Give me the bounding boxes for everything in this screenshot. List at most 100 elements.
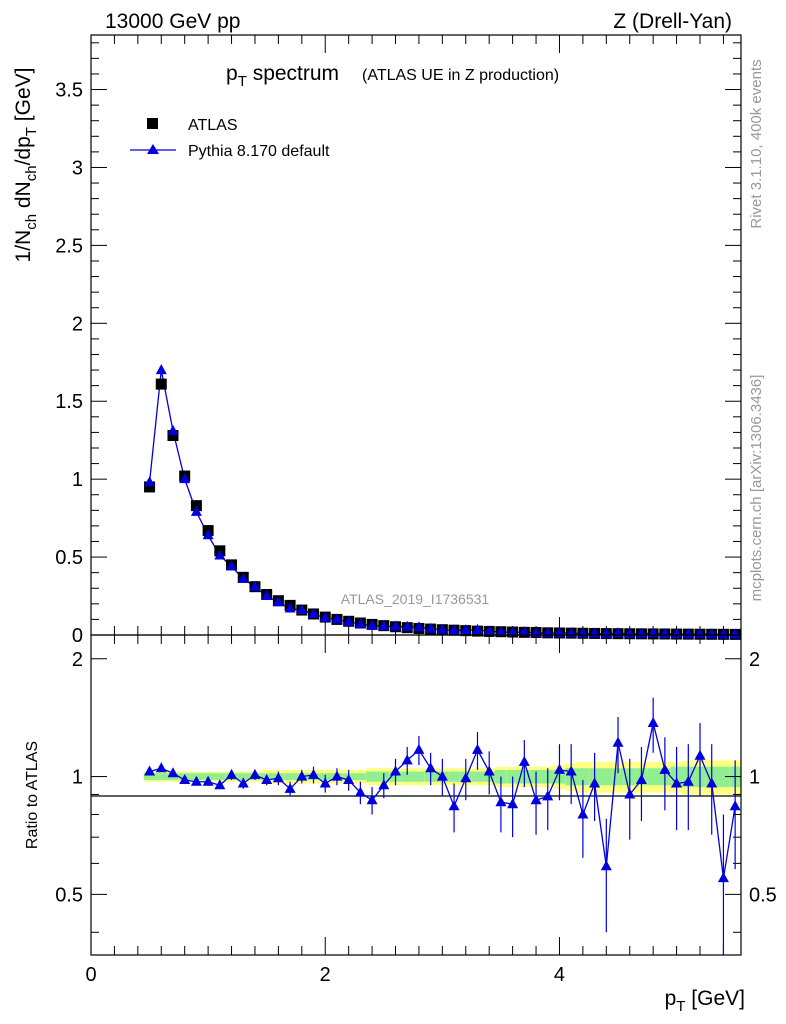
legend: ATLAS Pythia 8.170 default bbox=[130, 117, 330, 160]
ratio-point bbox=[694, 749, 706, 760]
ratio-point bbox=[717, 872, 729, 883]
chart-title: pT​ spectrum bbox=[226, 62, 339, 90]
pythia-point bbox=[460, 624, 472, 635]
ratio-point bbox=[413, 743, 425, 754]
ratio-ytick-label: 1 bbox=[72, 767, 83, 789]
pythia-point bbox=[436, 623, 448, 634]
ratio-point bbox=[671, 777, 683, 788]
ratio-band-inner bbox=[237, 773, 250, 780]
pythia-point bbox=[483, 625, 495, 636]
ratio-ytick-label-right: 0.5 bbox=[749, 884, 777, 906]
ratio-band-inner bbox=[143, 773, 156, 780]
ratio-point bbox=[144, 765, 156, 776]
pythia-point bbox=[202, 529, 214, 540]
main-ytick-label: 3.5 bbox=[55, 80, 83, 102]
analysis-watermark: ATLAS_2019_I1736531 bbox=[341, 591, 490, 607]
ratio-band-inner bbox=[155, 773, 168, 780]
pythia-point bbox=[553, 626, 565, 637]
ratio-point bbox=[448, 800, 460, 811]
pythia-point bbox=[495, 626, 507, 637]
ratio-point bbox=[706, 777, 718, 788]
ratio-point bbox=[155, 762, 167, 773]
pythia-point bbox=[179, 473, 191, 484]
legend-pythia-marker bbox=[147, 144, 159, 154]
pythia-point bbox=[448, 624, 460, 635]
main-ylabel-text: 1/Nch​ dNch​/dpT​ [GeV] bbox=[12, 68, 40, 263]
ratio-point bbox=[202, 775, 214, 786]
pythia-point bbox=[308, 607, 320, 618]
ratio-point bbox=[226, 768, 238, 779]
xaxis-label: pT​ [GeV] bbox=[665, 987, 745, 1015]
ratio-point bbox=[471, 743, 483, 754]
ratio-point bbox=[565, 765, 577, 776]
pythia-point bbox=[249, 580, 261, 591]
pythia-point bbox=[296, 604, 308, 615]
ratio-band-inner bbox=[366, 771, 378, 782]
pythia-point bbox=[518, 626, 530, 637]
pythia-point bbox=[717, 628, 729, 639]
pythia-point bbox=[261, 590, 273, 601]
ratio-point bbox=[261, 773, 273, 784]
xtick-label: 0 bbox=[85, 964, 96, 986]
ratio-point bbox=[600, 860, 612, 871]
pythia-point bbox=[144, 476, 156, 487]
main-ytick-label: 1.5 bbox=[55, 391, 83, 413]
atlas-point bbox=[155, 378, 167, 390]
ratio-ytick-label-right: 2 bbox=[749, 649, 760, 671]
pythia-point bbox=[272, 596, 284, 607]
pythia-point bbox=[284, 602, 296, 613]
pythia-point bbox=[343, 615, 355, 626]
pythia-point bbox=[682, 628, 694, 639]
ratio-ytick-label-right: 1 bbox=[749, 767, 760, 789]
ratio-point bbox=[635, 773, 647, 784]
ratio-point bbox=[495, 796, 507, 807]
ratio-point bbox=[214, 779, 226, 790]
pythia-point bbox=[226, 560, 238, 571]
ratio-band-inner bbox=[717, 766, 730, 788]
pythia-point bbox=[155, 364, 167, 375]
ratio-band-inner bbox=[213, 773, 226, 780]
main-tick-labels: 0 0.5 1 1.5 2 2.5 3 3.5 bbox=[55, 80, 83, 647]
pythia-point bbox=[214, 549, 226, 560]
ratio-band-inner bbox=[600, 768, 613, 786]
ratio-point bbox=[331, 770, 343, 781]
main-ytick-label: 3 bbox=[72, 157, 83, 179]
legend-pythia-label: Pythia 8.170 default bbox=[188, 143, 330, 160]
ratio-point bbox=[378, 779, 390, 790]
ratio-tick-labels: 0.5 0.5 1 1 2 2 0 2 4 bbox=[55, 649, 777, 986]
legend-atlas-marker bbox=[147, 118, 158, 129]
ratio-point bbox=[612, 736, 624, 747]
ratio-point bbox=[507, 798, 519, 809]
ratio-point bbox=[390, 765, 402, 776]
process-label: Z (Drell-Yan) bbox=[613, 10, 732, 33]
pythia-point bbox=[167, 424, 179, 435]
mcplots-label: mcplots.cern.ch [arXiv:1306.3436] bbox=[748, 375, 765, 602]
ratio-point bbox=[577, 808, 589, 819]
ratio-ylabel: Ratio to ATLAS bbox=[24, 741, 41, 849]
ratio-point bbox=[682, 775, 694, 786]
main-ytick-label: 1 bbox=[72, 469, 83, 491]
pythia-point bbox=[390, 620, 402, 631]
ratio-ytick-label: 2 bbox=[72, 649, 83, 671]
ratio-band-inner bbox=[401, 771, 414, 782]
atlas-point bbox=[167, 430, 179, 442]
ratio-band-inner bbox=[612, 768, 624, 786]
ratio-point bbox=[518, 755, 530, 766]
main-ytick-label: 0 bbox=[72, 625, 83, 647]
xaxis-label-text: pT​ [GeV] bbox=[665, 987, 745, 1015]
ratio-axis-ticks bbox=[90, 635, 741, 955]
ratio-point bbox=[249, 768, 261, 779]
ratio-point bbox=[729, 800, 741, 811]
ratio-band-inner bbox=[354, 773, 367, 780]
pythia-point bbox=[425, 622, 437, 633]
main-ytick-label: 2.5 bbox=[55, 235, 83, 257]
ratio-point bbox=[354, 786, 366, 797]
ratio-point bbox=[589, 777, 601, 788]
ratio-point bbox=[530, 794, 542, 805]
pythia-point bbox=[507, 626, 519, 637]
ratio-point bbox=[237, 777, 249, 788]
ratio-point bbox=[542, 790, 554, 801]
ratio-point bbox=[167, 767, 179, 778]
ratio-data-marks bbox=[144, 697, 741, 955]
